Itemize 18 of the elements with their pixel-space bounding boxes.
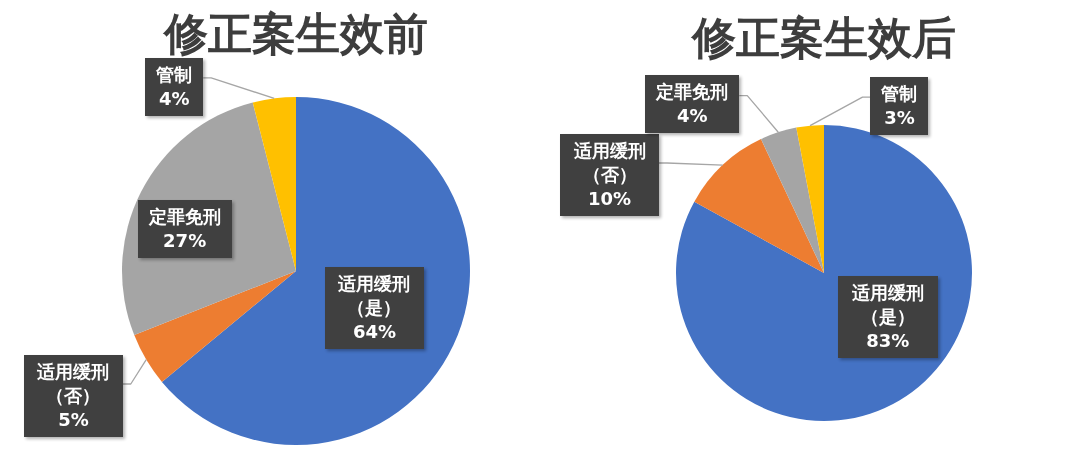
data-label: 4% [157, 86, 191, 111]
data-label: 3% [883, 105, 916, 130]
data-label: 4% [676, 104, 709, 129]
data-label: 5% [57, 408, 90, 433]
slice-label: 适用缓刑（否） [36, 360, 111, 409]
slice-label: 适用缓刑（否） [572, 139, 647, 188]
data-label: 83% [865, 329, 911, 354]
data-label: 10% [587, 187, 633, 212]
slice-label: 定罪免刑 [656, 80, 729, 105]
slice-label: 管制 [881, 81, 918, 106]
slice-label: 适用缓刑（是） [337, 271, 412, 320]
slice-label: 定罪免刑 [148, 205, 221, 230]
data-label: 64% [351, 319, 398, 344]
chart-title: 修正案生效前 [162, 8, 429, 59]
data-label: 27% [162, 229, 208, 254]
slice-label: 管制 [156, 62, 193, 87]
slice-label: 适用缓刑（是） [850, 281, 925, 330]
chart-title: 修正案生效后 [690, 12, 957, 63]
